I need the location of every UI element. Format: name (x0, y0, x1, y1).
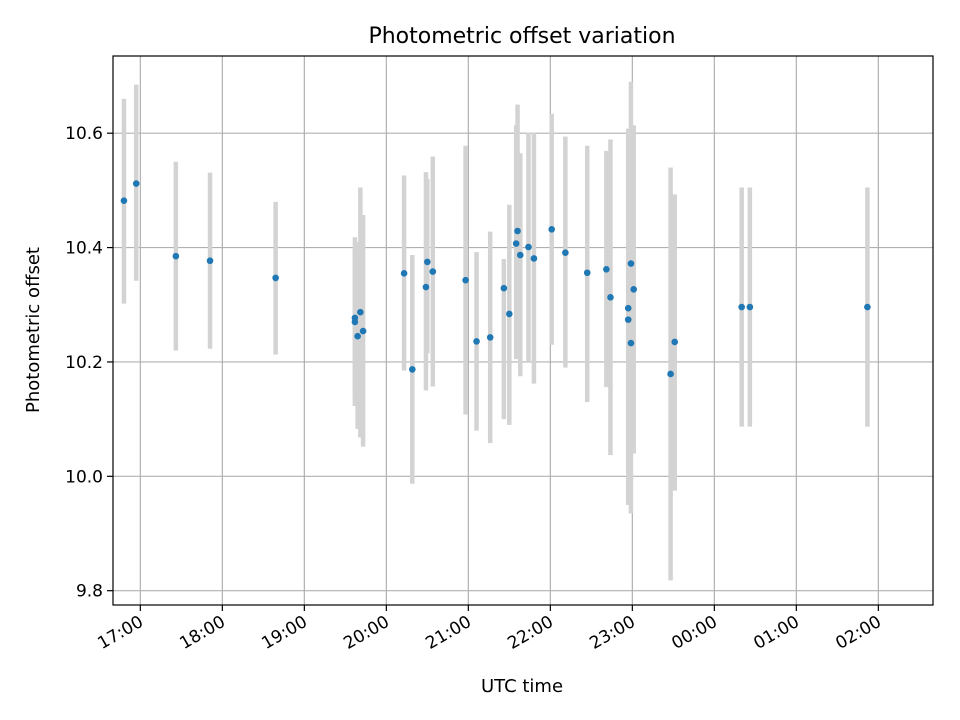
y-tick-label: 10.0 (65, 467, 103, 487)
data-point (562, 249, 569, 257)
chart-title: Photometric offset variation (368, 24, 675, 49)
data-point (746, 303, 754, 311)
data-point (738, 303, 745, 311)
y-tick-label: 9.8 (76, 582, 103, 602)
data-point (172, 252, 180, 260)
data-point (530, 255, 538, 262)
data-point (132, 180, 140, 187)
data-point (400, 270, 408, 277)
data-point (671, 338, 678, 346)
data-point (357, 308, 364, 316)
data-point (422, 283, 430, 291)
x-axis-label: UTC time (481, 676, 563, 697)
data-points (120, 180, 871, 378)
data-point (514, 227, 521, 235)
y-tick-label: 10.2 (65, 353, 103, 373)
data-point (624, 316, 632, 323)
data-point (409, 366, 416, 373)
plot-frame (112, 55, 934, 606)
data-point (864, 303, 871, 311)
data-point (548, 225, 555, 233)
data-point (506, 310, 513, 318)
data-point (429, 268, 437, 275)
data-point (627, 339, 635, 347)
data-point (462, 276, 469, 284)
data-point (500, 284, 508, 292)
data-point (512, 240, 520, 247)
y-tick-label: 10.4 (65, 239, 103, 259)
data-point (667, 370, 674, 378)
y-tick-label: 10.6 (65, 124, 103, 144)
data-point (627, 260, 635, 267)
data-point (607, 294, 614, 301)
data-point (624, 304, 632, 312)
data-point (206, 257, 214, 265)
data-point (473, 338, 480, 345)
y-axis-label: Photometric offset (23, 247, 44, 413)
data-point (516, 251, 524, 259)
data-point (359, 327, 367, 335)
data-point (603, 266, 610, 273)
data-point (583, 269, 591, 277)
data-point (120, 197, 128, 204)
data-point (525, 243, 532, 251)
data-point (486, 334, 494, 341)
data-point (351, 318, 359, 326)
data-point (354, 332, 361, 340)
data-point (272, 274, 279, 282)
data-point (630, 286, 637, 293)
data-point (424, 258, 431, 266)
